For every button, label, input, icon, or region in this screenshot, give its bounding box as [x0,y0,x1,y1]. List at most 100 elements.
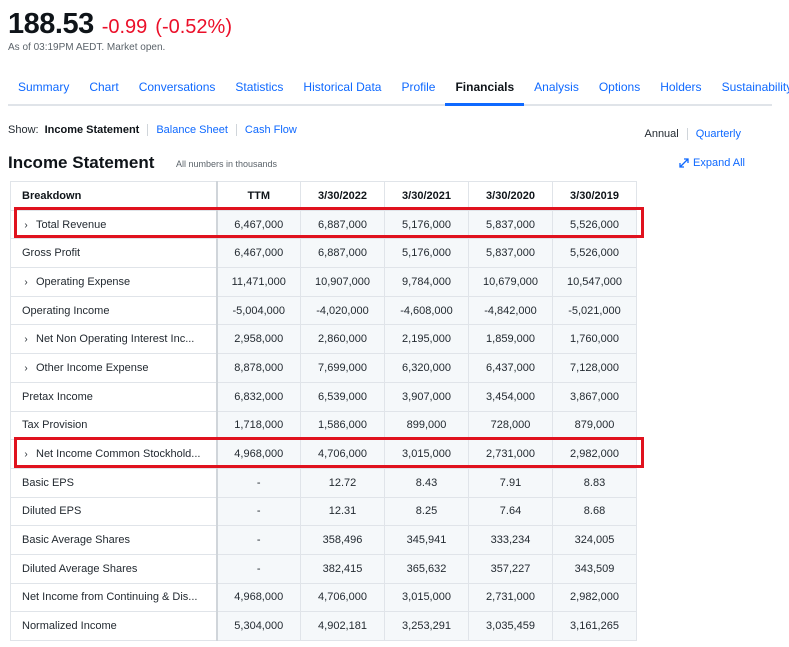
quote-tabs: Summary Chart Conversations Statistics Histo… [8,70,789,106]
row-label-cell[interactable]: › Net Non Operating Interest Inc... [10,324,218,355]
table-row: Diluted Average Shares -382,415 365,632 357… [10,554,637,584]
quarterly-button[interactable]: Quarterly [695,128,741,140]
annual-button[interactable]: Annual [636,128,688,140]
column-header-breakdown: Breakdown [10,181,218,211]
row-label-cell[interactable]: › Operating Expense [10,267,218,297]
row-label-cell[interactable]: › Net Income Common Stockhold... [10,439,218,469]
row-label: Net Income from Continuing & Dis... [22,591,198,604]
value-cell: 2,195,000 [384,324,469,355]
tab-sustainability[interactable]: Sustainability [721,80,789,94]
value-cell: 5,837,000 [468,238,553,269]
chevron-right-icon[interactable]: › [24,276,28,288]
tab-conversations[interactable]: Conversations [138,80,216,94]
statement-selector: Show: Income Statement Balance Sheet Cas… [8,124,305,136]
row-label: Tax Provision [22,419,88,432]
value-cell: 8,878,000 [216,353,301,383]
value-cell: 6,887,000 [300,238,385,269]
value-cell: 3,035,459 [468,611,553,641]
row-label-cell[interactable]: › Total Revenue [10,210,218,240]
value-cell: 4,902,181 [300,611,385,641]
value-cell: -4,020,000 [300,296,385,326]
value-cell: 6,467,000 [216,210,301,240]
tab-profile[interactable]: Profile [401,80,436,94]
show-label: Show: [8,124,39,136]
tab-options[interactable]: Options [598,80,641,94]
value-cell: 5,526,000 [552,238,637,269]
value-cell: 4,968,000 [216,583,301,613]
table-row: Basic EPS -12.72 8.43 7.91 8.83 [10,468,637,498]
value-cell: - [216,468,301,498]
table-row: Gross Profit 6,467,000 6,887,000 5,176,000 5… [10,238,637,269]
row-label-cell: Basic EPS [10,468,218,498]
value-cell: 343,509 [552,554,637,584]
value-cell: 7.91 [468,468,553,498]
value-cell: - [216,554,301,584]
table-row: › Operating Expense 11,471,000 10,907,000 9,… [10,267,637,297]
table-row: › Other Income Expense 8,878,000 7,699,000 6… [10,353,637,383]
value-cell: 358,496 [300,525,385,555]
tab-financials[interactable]: Financials [445,70,525,106]
value-cell: 6,832,000 [216,382,301,412]
tab-chart[interactable]: Chart [89,80,119,94]
value-cell: 2,958,000 [216,324,301,355]
value-cell: 728,000 [468,411,553,441]
row-label-cell[interactable]: › Other Income Expense [10,353,218,383]
value-cell: 3,454,000 [468,382,553,412]
column-header-period: 3/30/2020 [468,181,553,211]
tab-statistics[interactable]: Statistics [235,80,284,94]
row-label: Net Income Common Stockhold... [36,448,201,461]
period-toggle: Annual Quarterly [636,128,749,140]
value-cell: 6,467,000 [216,238,301,269]
value-cell: 6,437,000 [468,353,553,383]
row-label-cell: Pretax Income [10,382,218,412]
row-label: Total Revenue [36,218,107,231]
row-label: Diluted EPS [22,505,82,518]
value-cell: 879,000 [552,411,637,441]
tab-historical-data[interactable]: Historical Data [303,80,382,94]
value-cell: - [216,497,301,527]
expand-icon [679,158,689,168]
show-balance-sheet[interactable]: Balance Sheet [148,124,237,136]
show-cash-flow[interactable]: Cash Flow [244,124,297,136]
row-label: Other Income Expense [36,361,149,374]
row-label: Gross Profit [22,247,81,260]
value-cell: 357,227 [468,554,553,584]
value-cell: 4,706,000 [300,439,385,469]
value-cell: 10,547,000 [552,267,637,297]
tab-analysis[interactable]: Analysis [534,80,579,94]
value-cell: 6,320,000 [384,353,469,383]
chevron-right-icon[interactable]: › [24,362,28,374]
chevron-right-icon[interactable]: › [24,219,28,231]
value-cell: 5,176,000 [384,238,469,269]
chevron-right-icon[interactable]: › [24,449,28,461]
units-note: All numbers in thousands [176,159,278,169]
expand-all-button[interactable]: Expand All [679,157,745,169]
value-cell: 3,015,000 [384,439,469,469]
price: 188.53 [8,8,94,40]
table-row: › Net Income Common Stockhold... 4,968,000… [10,439,637,469]
value-cell: 2,731,000 [468,439,553,469]
value-cell: 4,968,000 [216,439,301,469]
show-income-statement[interactable]: Income Statement [45,124,149,136]
value-cell: 8.68 [552,497,637,527]
table-row: Diluted EPS -12.31 8.25 7.64 8.68 [10,497,637,527]
tab-summary[interactable]: Summary [18,80,70,94]
tab-holders[interactable]: Holders [660,80,702,94]
value-cell: 3,907,000 [384,382,469,412]
value-cell: 1,586,000 [300,411,385,441]
value-cell: 6,539,000 [300,382,385,412]
expand-all-label: Expand All [693,157,745,169]
financials-table: Breakdown TTM 3/30/2022 3/30/2021 3/30/2… [10,181,637,641]
value-cell: 8.83 [552,468,637,498]
price-change: -0.99 [101,16,148,38]
table-row: Pretax Income 6,832,000 6,539,000 3,907,000… [10,382,637,412]
value-cell: -5,021,000 [552,296,637,326]
column-header-ttm: TTM [216,181,301,211]
row-label-cell: Net Income from Continuing & Dis... [10,583,218,613]
chevron-right-icon[interactable]: › [24,334,28,346]
table-row: Normalized Income 5,304,000 4,902,181 3,253… [10,611,637,641]
value-cell: 1,859,000 [468,324,553,355]
row-label: Diluted Average Shares [22,562,138,575]
value-cell: 1,718,000 [216,411,301,441]
value-cell: 5,304,000 [216,611,301,641]
